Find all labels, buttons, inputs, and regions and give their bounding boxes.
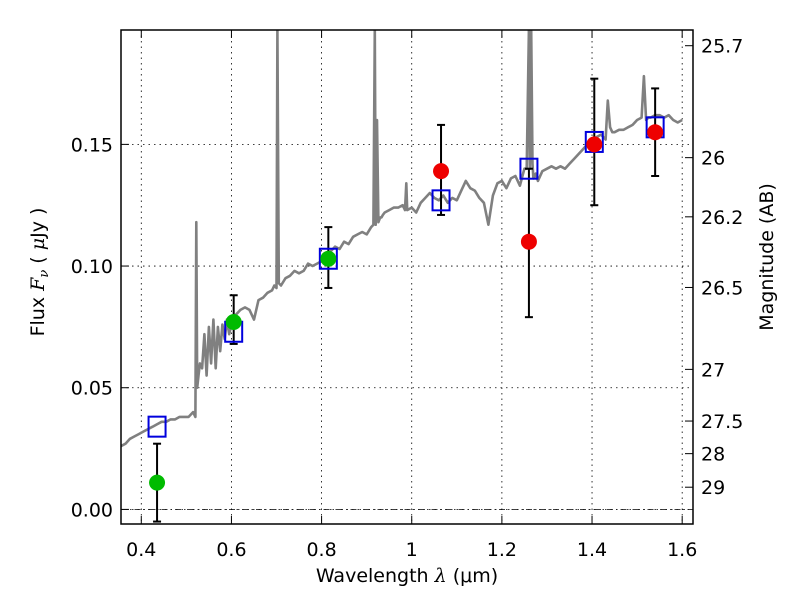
observed-nir-point bbox=[586, 136, 602, 152]
marker-layer bbox=[149, 117, 664, 490]
observed-nir-point bbox=[433, 163, 449, 179]
spectrum-layer bbox=[121, 30, 682, 446]
observed-nir-point bbox=[521, 234, 537, 250]
observed-optical-point bbox=[320, 251, 336, 267]
y2-axis-label: Magnitude (AB) bbox=[756, 183, 778, 331]
y2-tick-label: 29 bbox=[701, 477, 725, 499]
y2-tick-label: 27 bbox=[701, 359, 725, 381]
y-axis-label: Flux Fν ( μJy ) bbox=[27, 208, 52, 337]
x-tick-label: 1.4 bbox=[577, 539, 607, 561]
x-tick-label: 0.6 bbox=[216, 539, 246, 561]
x-tick-label: 0.4 bbox=[126, 539, 156, 561]
y2-tick-label: 26.5 bbox=[701, 277, 743, 299]
y2-tick-label: 26.2 bbox=[701, 207, 743, 229]
x-axis-label: Wavelength λ (μm) bbox=[316, 565, 498, 587]
observed-optical-point bbox=[149, 475, 165, 491]
errorbar-layer bbox=[153, 79, 659, 522]
y2-tick-label: 28 bbox=[701, 444, 725, 466]
spectrum-line bbox=[121, 30, 682, 446]
x-tick-label: 1 bbox=[406, 539, 418, 561]
observed-nir-point bbox=[647, 124, 663, 140]
y2-tick-label: 25.7 bbox=[701, 36, 743, 58]
y-tick-label: 0.15 bbox=[71, 134, 113, 156]
x-tick-label: 0.8 bbox=[306, 539, 336, 561]
y2-tick-label: 27.5 bbox=[701, 411, 743, 433]
x-tick-label: 1.6 bbox=[667, 539, 697, 561]
y2-tick-label: 26 bbox=[701, 148, 725, 170]
y-tick-label: 0.10 bbox=[71, 256, 113, 278]
y-tick-label: 0.05 bbox=[71, 378, 113, 400]
y-tick-label: 0.00 bbox=[71, 499, 113, 521]
observed-optical-point bbox=[226, 314, 242, 330]
x-tick-label: 1.2 bbox=[487, 539, 517, 561]
sed-chart: 0.4 0.6 0.8 1 1.2 1.4 1.6 0.00 0.05 0.10 0.15 25.7 2… bbox=[0, 0, 800, 600]
